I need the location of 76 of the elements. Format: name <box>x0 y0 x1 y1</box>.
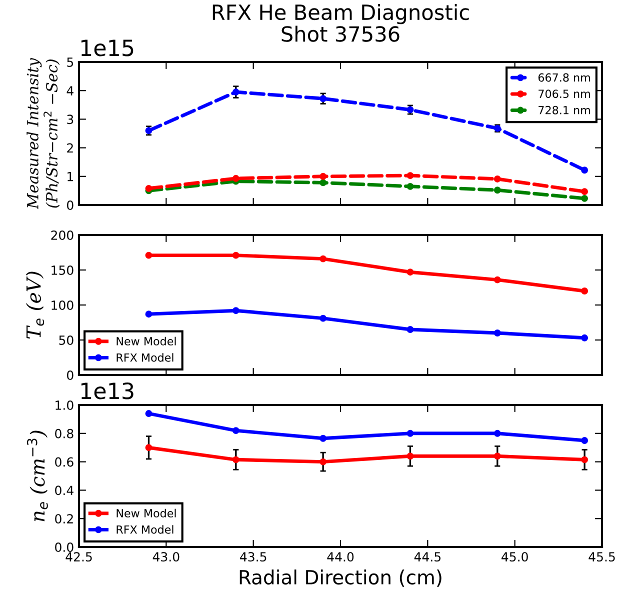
text: 1e13 <box>81 382 134 400</box>
y-tick-label: 0 <box>67 200 74 210</box>
x-tick-label: 45.5 <box>588 552 615 562</box>
point <box>145 310 152 318</box>
point <box>494 330 501 336</box>
point <box>581 166 588 174</box>
y-tick-label: 1 <box>68 172 73 182</box>
point <box>232 88 240 96</box>
point <box>232 427 240 434</box>
y-tick-label: 100 <box>52 300 74 310</box>
y-tick-label: 1.0 <box>56 400 74 410</box>
x-tick-label: 43.5 <box>240 552 266 562</box>
point <box>406 452 414 460</box>
point <box>406 172 414 180</box>
point <box>320 255 327 262</box>
legend-label: RFX Model <box>116 353 174 362</box>
y-tick-label: 200 <box>51 230 74 240</box>
y-tick-label: 0.4 <box>55 486 74 496</box>
point <box>581 194 588 202</box>
point <box>145 444 152 452</box>
chart-subtitle: Shot 37536 <box>282 26 400 42</box>
point <box>145 410 152 417</box>
point <box>320 95 327 102</box>
y-tick-label: 5 <box>67 58 74 67</box>
y-tick-label: 50 <box>59 335 74 345</box>
x-tick-label: 45.0 <box>502 552 528 562</box>
point <box>320 458 327 466</box>
y-tick-label: 0 <box>67 370 74 380</box>
y-tick-label: 3 <box>67 114 74 124</box>
point <box>406 430 414 437</box>
x-tick-label: 42.5 <box>66 552 92 562</box>
legend-label: New Model <box>116 336 176 346</box>
x-tick-label: 43.0 <box>152 552 180 562</box>
point <box>145 252 152 259</box>
point <box>232 456 240 464</box>
text: 1e15 <box>81 40 134 56</box>
legend-label: 667.8 nm <box>538 73 590 82</box>
y-axis-title: Measured Intensity (Ph/Str−cm$^{2}$ −Sec) <box>26 58 60 210</box>
legend-label: RFX Model <box>116 525 174 534</box>
legend-label: New Model <box>116 508 176 518</box>
x-tick-label: 44.0 <box>327 552 354 562</box>
point <box>320 179 327 186</box>
y-axis-title: n$_{e}$ (cm$^{−3}$) <box>26 430 48 522</box>
x-tick-label: 44.5 <box>414 552 440 562</box>
y-tick-label: 0.0 <box>55 542 74 552</box>
legend-label: 706.5 nm <box>538 90 590 98</box>
point <box>232 307 240 314</box>
y-tick-label: 4 <box>66 86 74 96</box>
point <box>406 182 414 190</box>
point <box>581 188 588 196</box>
y-tick-label: 0.2 <box>55 514 73 524</box>
point <box>406 326 414 333</box>
point <box>320 314 327 322</box>
y-tick-label: 0.8 <box>55 428 74 438</box>
chart-title: RFX He Beam Diagnostic <box>212 4 469 24</box>
x-axis-title: Radial Direction (cm) <box>240 570 442 587</box>
y-tick-label: 150 <box>52 265 74 275</box>
y-tick-label: 0.6 <box>55 457 74 467</box>
point <box>320 172 327 180</box>
point <box>232 252 240 259</box>
point <box>494 452 501 460</box>
point <box>320 434 327 442</box>
y-tick-label: 2 <box>67 143 73 153</box>
point <box>232 174 240 182</box>
point <box>494 176 501 182</box>
legend-label: 728.1 nm <box>538 106 590 114</box>
point <box>581 288 588 294</box>
point <box>494 276 501 284</box>
point <box>581 334 588 342</box>
point <box>494 430 501 437</box>
point <box>494 186 501 194</box>
point <box>581 456 588 464</box>
y-axis-title: T$_{e}$ (eV) <box>26 272 44 339</box>
point <box>406 268 414 276</box>
point <box>581 437 588 444</box>
point <box>145 184 152 192</box>
